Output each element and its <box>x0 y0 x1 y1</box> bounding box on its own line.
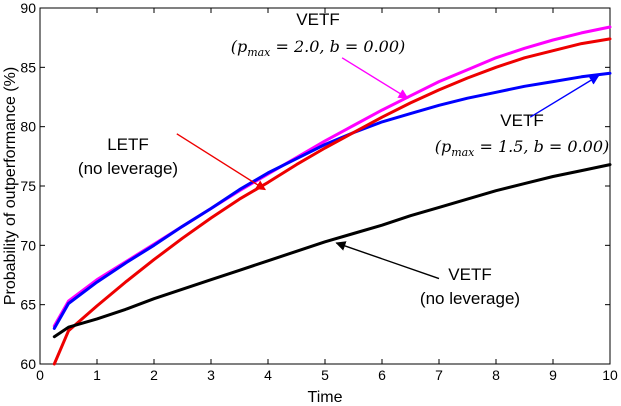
series-layer <box>52 25 612 366</box>
y-tick-label: 70 <box>20 237 36 253</box>
tick-layer: 0 1 2 3 4 5 6 7 8 9 10 60 65 70 75 80 85 90 <box>20 0 618 383</box>
annotation-subtitle: (no leverage) <box>420 289 520 308</box>
x-tick-label: 2 <box>150 367 158 383</box>
annotation-arrow <box>529 75 600 118</box>
series-line-2 <box>52 37 612 366</box>
x-tick-label: 6 <box>378 367 386 383</box>
x-tick-label: 9 <box>549 367 557 383</box>
annotation-title: VETF <box>500 111 543 130</box>
annotation-arrow <box>176 133 266 191</box>
annotation-formula: (pmax = 1.5, b = 0.00) <box>435 137 610 159</box>
y-tick-label: 60 <box>20 356 36 372</box>
x-tick-label: 3 <box>207 367 215 383</box>
y-tick-label: 90 <box>20 0 36 16</box>
annotation-vetf-nolev: VETF (no leverage) <box>335 241 520 308</box>
x-axis-title: Time <box>308 389 343 406</box>
x-tick-label: 8 <box>492 367 500 383</box>
y-axis-title: Probability of outperformance (%) <box>2 67 19 305</box>
annotation-vetf-2: VETF (pmax = 2.0, b = 0.00) <box>231 10 409 99</box>
y-tick-label: 65 <box>20 297 36 313</box>
x-tick-label: 0 <box>36 367 44 383</box>
annotation-title: LETF <box>107 135 149 154</box>
annotation-layer: VETF (pmax = 2.0, b = 0.00) VETF (pmax = 1.… <box>78 10 609 308</box>
series-line-1 <box>52 71 612 330</box>
annotation-formula: (pmax = 2.0, b = 0.00) <box>231 37 406 59</box>
annotation-arrow <box>335 241 440 280</box>
annotation-vetf-15: VETF (pmax = 1.5, b = 0.00) <box>435 75 610 159</box>
annotation-title: VETF <box>296 10 339 29</box>
y-tick-label: 85 <box>20 59 36 75</box>
annotation-arrow <box>341 57 409 99</box>
y-tick-label: 80 <box>20 119 36 135</box>
annotation-title: VETF <box>448 265 491 284</box>
x-tick-label: 5 <box>321 367 329 383</box>
x-tick-label: 10 <box>602 367 618 383</box>
annotation-subtitle: (no leverage) <box>78 159 178 178</box>
x-tick-label: 4 <box>264 367 272 383</box>
y-tick-label: 75 <box>20 178 36 194</box>
annotation-letf: LETF (no leverage) <box>78 133 266 191</box>
series-line-3 <box>52 163 612 339</box>
x-tick-label: 1 <box>93 367 101 383</box>
x-tick-label: 7 <box>435 367 443 383</box>
